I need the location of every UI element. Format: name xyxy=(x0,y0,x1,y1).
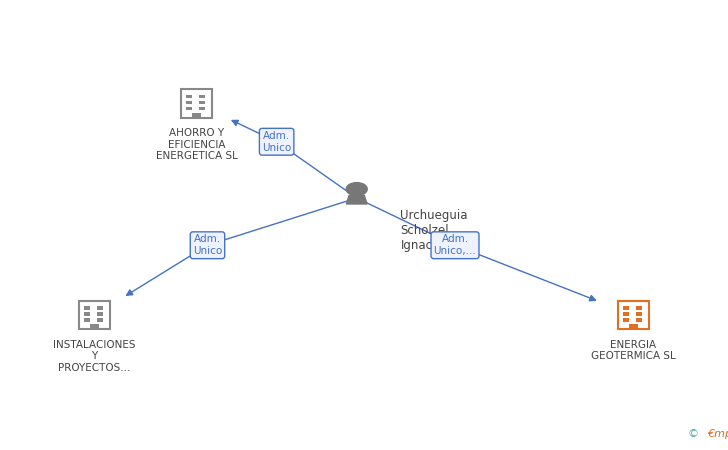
Bar xyxy=(192,112,201,117)
Bar xyxy=(97,318,103,322)
Bar xyxy=(199,107,205,110)
Bar xyxy=(186,107,192,110)
Bar xyxy=(84,306,90,310)
Bar xyxy=(97,306,103,310)
Bar xyxy=(186,94,192,99)
Bar xyxy=(84,318,90,322)
Text: ©: © xyxy=(688,429,703,439)
Polygon shape xyxy=(347,195,367,204)
Bar xyxy=(181,89,212,117)
Bar xyxy=(618,301,649,329)
Circle shape xyxy=(347,183,367,196)
Bar xyxy=(186,101,192,104)
Text: Adm.
Unico: Adm. Unico xyxy=(193,234,222,256)
Bar xyxy=(84,312,90,316)
Text: €mpresia: €mpresia xyxy=(708,429,728,439)
Bar xyxy=(97,312,103,316)
Text: INSTALACIONES
Y
PROYECTOS...: INSTALACIONES Y PROYECTOS... xyxy=(53,340,136,373)
Bar xyxy=(199,94,205,99)
Bar xyxy=(622,318,629,322)
Text: ENERGIA
GEOTERMICA SL: ENERGIA GEOTERMICA SL xyxy=(591,340,676,361)
Text: Adm.
Unico: Adm. Unico xyxy=(262,131,291,153)
Text: Urchueguia
Scholzel
Ignacio: Urchueguia Scholzel Ignacio xyxy=(400,209,468,252)
Bar xyxy=(636,312,641,316)
Bar xyxy=(636,318,641,322)
Text: AHORRO Y
EFICIENCIA
ENERGETICA SL: AHORRO Y EFICIENCIA ENERGETICA SL xyxy=(156,128,237,162)
Bar xyxy=(199,101,205,104)
Bar xyxy=(622,312,629,316)
Bar xyxy=(90,324,99,329)
Bar xyxy=(629,324,638,329)
Text: Adm.
Unico,...: Adm. Unico,... xyxy=(434,234,476,256)
Bar xyxy=(79,301,110,329)
Bar xyxy=(636,306,641,310)
Bar xyxy=(622,306,629,310)
